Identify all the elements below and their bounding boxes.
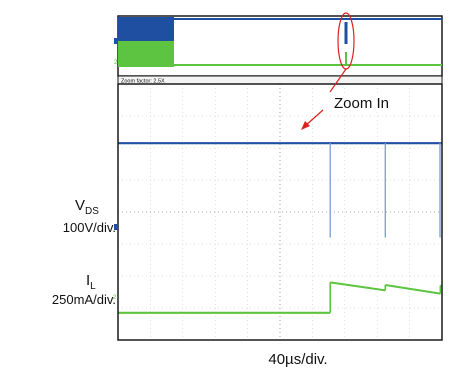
il-trace-ramp — [385, 283, 441, 295]
il-trace-ramp — [330, 281, 386, 292]
overview-ch2-marker: 2 — [114, 60, 118, 66]
zoom-factor-bar: Zoom factor: 2.5X — [117, 75, 443, 85]
grid — [118, 84, 442, 340]
zoom-in-label: Zoom In — [334, 95, 389, 112]
zoom-label-bg — [332, 94, 398, 112]
il-scale-label: 250mA/div. — [52, 292, 116, 307]
ch1-offset-marker — [114, 224, 118, 230]
overview-ch1-marker — [114, 38, 118, 44]
vds-scale-label: 100V/div. — [63, 220, 116, 235]
il-label: IL — [86, 272, 96, 292]
overview-ch2-block — [118, 41, 174, 67]
vds-label: VDS — [75, 197, 99, 217]
zoom-arrow-line — [304, 109, 324, 127]
zoom-factor-text: Zoom factor: 2.5X — [121, 79, 165, 85]
traces — [118, 142, 443, 314]
zoom-arrow-head — [301, 121, 310, 130]
zoom-in-annotation: Zoom In — [301, 12, 398, 130]
zoom-bar-frame — [117, 75, 443, 85]
x-scale-label: 40µs/div. — [268, 351, 327, 368]
overview-strip: 2 — [114, 15, 443, 77]
ch2-offset-marker: 2 — [113, 295, 117, 301]
zoom-connector-line — [329, 68, 347, 93]
plot-frame — [117, 83, 443, 341]
plot-area — [117, 83, 443, 341]
overview-ch1-block — [118, 17, 174, 41]
